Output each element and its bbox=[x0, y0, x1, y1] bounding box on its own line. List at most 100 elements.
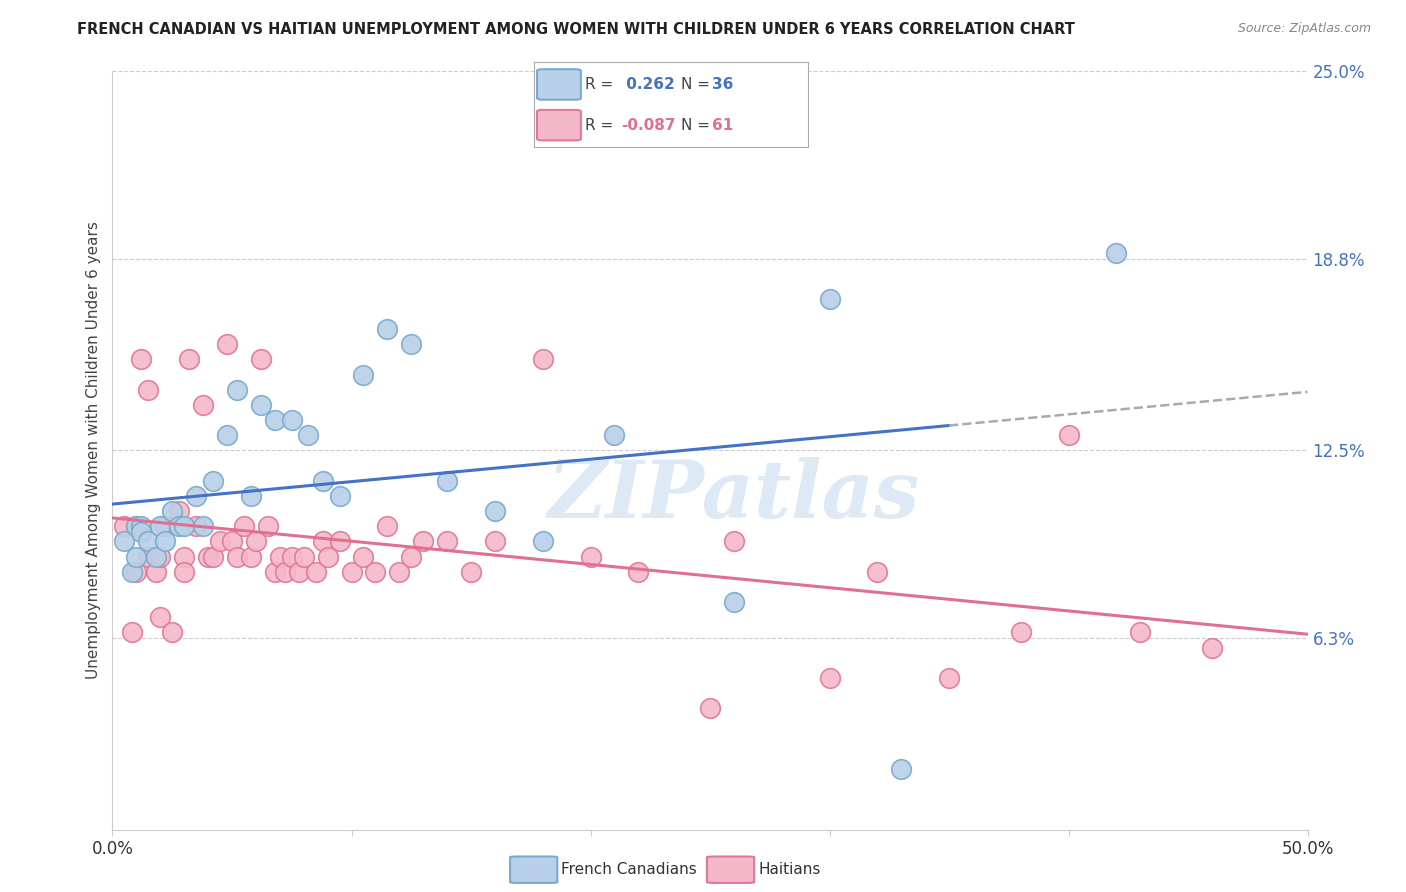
Point bbox=[173, 565, 195, 579]
Point bbox=[460, 565, 482, 579]
Point bbox=[364, 565, 387, 579]
Point bbox=[866, 565, 889, 579]
Point bbox=[890, 762, 912, 776]
Point bbox=[627, 565, 650, 579]
Point bbox=[125, 519, 148, 533]
Point bbox=[225, 549, 247, 564]
Text: Source: ZipAtlas.com: Source: ZipAtlas.com bbox=[1237, 22, 1371, 36]
Point bbox=[484, 504, 506, 518]
Point bbox=[125, 565, 148, 579]
Point bbox=[169, 519, 191, 533]
Point bbox=[173, 549, 195, 564]
Point bbox=[149, 610, 172, 624]
Point bbox=[162, 504, 183, 518]
Point bbox=[121, 625, 143, 640]
Point bbox=[114, 519, 135, 533]
Point bbox=[249, 398, 271, 412]
Point bbox=[352, 549, 374, 564]
Point bbox=[209, 534, 232, 549]
Point bbox=[225, 383, 247, 397]
Point bbox=[818, 292, 841, 306]
Point bbox=[340, 565, 363, 579]
Point bbox=[149, 549, 172, 564]
Point bbox=[292, 549, 315, 564]
Point bbox=[281, 413, 304, 427]
Point bbox=[329, 489, 352, 503]
Point bbox=[233, 519, 256, 533]
Point bbox=[1201, 640, 1223, 655]
Point bbox=[288, 565, 311, 579]
Point bbox=[138, 549, 160, 564]
Point bbox=[723, 534, 745, 549]
Point bbox=[264, 565, 287, 579]
Point bbox=[153, 534, 176, 549]
Point bbox=[412, 534, 434, 549]
Point bbox=[153, 519, 176, 533]
Point bbox=[436, 474, 458, 488]
Text: N =: N = bbox=[681, 118, 710, 133]
Text: N =: N = bbox=[681, 77, 710, 92]
Point bbox=[162, 625, 183, 640]
Point bbox=[240, 549, 263, 564]
FancyBboxPatch shape bbox=[537, 110, 581, 140]
Point bbox=[329, 534, 352, 549]
Point bbox=[240, 489, 263, 503]
Point bbox=[579, 549, 602, 564]
Point bbox=[723, 595, 745, 609]
Point bbox=[125, 549, 148, 564]
FancyBboxPatch shape bbox=[707, 856, 754, 883]
Text: ZIPatlas: ZIPatlas bbox=[548, 458, 920, 534]
Point bbox=[1129, 625, 1152, 640]
Text: 61: 61 bbox=[713, 118, 734, 133]
FancyBboxPatch shape bbox=[537, 70, 581, 100]
Point bbox=[217, 428, 239, 442]
Point bbox=[249, 352, 271, 367]
Point bbox=[149, 519, 172, 533]
Point bbox=[169, 504, 191, 518]
Point bbox=[138, 534, 160, 549]
Text: 36: 36 bbox=[713, 77, 734, 92]
Point bbox=[114, 534, 135, 549]
Point bbox=[388, 565, 411, 579]
Point bbox=[129, 525, 152, 540]
Point bbox=[269, 549, 291, 564]
Text: -0.087: -0.087 bbox=[620, 118, 675, 133]
Point bbox=[125, 519, 148, 533]
Point bbox=[121, 565, 143, 579]
Point bbox=[273, 565, 295, 579]
Point bbox=[436, 534, 458, 549]
Point bbox=[938, 671, 960, 685]
Point bbox=[257, 519, 280, 533]
Point bbox=[145, 549, 167, 564]
Point bbox=[305, 565, 328, 579]
Point bbox=[531, 352, 554, 367]
FancyBboxPatch shape bbox=[510, 856, 557, 883]
Point bbox=[245, 534, 267, 549]
Point bbox=[138, 383, 160, 397]
Point bbox=[484, 534, 506, 549]
Point bbox=[173, 519, 195, 533]
Point bbox=[129, 519, 152, 533]
Point bbox=[1010, 625, 1032, 640]
Point bbox=[1105, 246, 1128, 260]
Point bbox=[312, 534, 335, 549]
Text: FRENCH CANADIAN VS HAITIAN UNEMPLOYMENT AMONG WOMEN WITH CHILDREN UNDER 6 YEARS : FRENCH CANADIAN VS HAITIAN UNEMPLOYMENT … bbox=[77, 22, 1076, 37]
Point bbox=[401, 549, 423, 564]
Point bbox=[217, 337, 239, 351]
Point bbox=[1057, 428, 1080, 442]
Point bbox=[186, 489, 208, 503]
Point bbox=[197, 549, 219, 564]
Point bbox=[201, 474, 224, 488]
Point bbox=[377, 519, 399, 533]
Point bbox=[281, 549, 304, 564]
Point bbox=[699, 701, 721, 715]
Point bbox=[401, 337, 423, 351]
Point bbox=[177, 352, 200, 367]
Point bbox=[603, 428, 626, 442]
Text: R =: R = bbox=[585, 118, 613, 133]
Point bbox=[297, 428, 319, 442]
Point bbox=[531, 534, 554, 549]
Point bbox=[186, 519, 208, 533]
Point bbox=[129, 352, 152, 367]
Point bbox=[201, 549, 224, 564]
